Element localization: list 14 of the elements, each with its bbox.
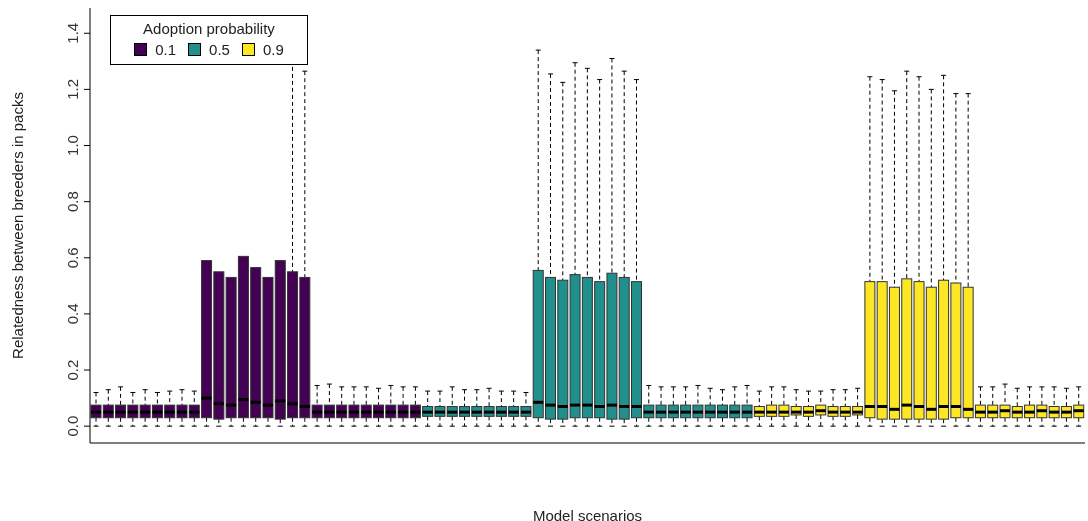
legend-label: 0.5: [209, 41, 230, 58]
legend-label: 0.9: [262, 41, 284, 58]
legend-label: 0.1: [155, 41, 177, 58]
y-tick-label: 0.0: [64, 415, 81, 437]
y-axis-title: Relatedness between breeders in packs: [9, 92, 27, 359]
y-tick-label: 0.6: [64, 247, 81, 269]
legend-title: Adoption probability: [142, 20, 276, 37]
y-tick-label: 1.2: [64, 78, 81, 100]
y-tick-label: 1.4: [64, 22, 81, 44]
y-tick-label: 0.4: [64, 303, 81, 325]
y-tick-label: 0.8: [64, 191, 81, 213]
y-tick-label: 0.2: [64, 359, 81, 381]
x-axis-title: Model scenarios: [532, 507, 643, 521]
y-tick-label: 1.0: [64, 135, 81, 156]
